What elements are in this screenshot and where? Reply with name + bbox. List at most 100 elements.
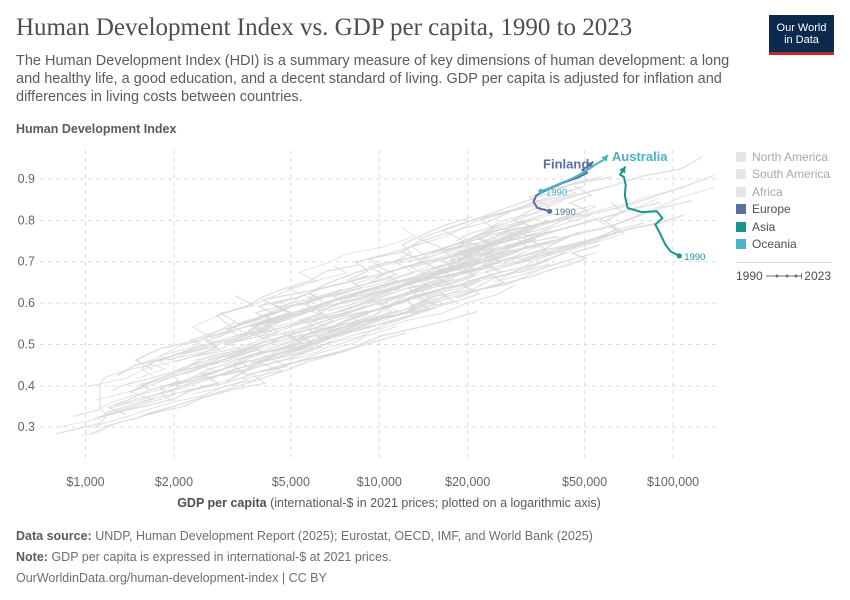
background-trajectory: [287, 226, 416, 300]
background-trajectory: [508, 216, 626, 274]
background-trajectory: [149, 295, 256, 365]
background-trajectory: [240, 307, 437, 380]
legend-item-europe[interactable]: Europe: [736, 201, 830, 219]
background-trajectory: [342, 267, 452, 313]
owid-logo[interactable]: Our World in Data: [769, 15, 834, 55]
finland-name-label[interactable]: Finland: [543, 157, 589, 172]
y-tick-label: 0.5: [18, 337, 35, 351]
footer-license: | CC BY: [281, 571, 327, 585]
y-tick-label: 0.7: [18, 255, 35, 269]
footer-note-label: Note:: [16, 550, 48, 564]
legend-label: Africa: [752, 184, 783, 199]
chart-subtitle: The Human Development Index (HDI) is a s…: [16, 53, 730, 105]
background-trajectory: [72, 363, 153, 417]
legend-swatch: [736, 169, 746, 180]
australia-name-label[interactable]: Australia: [612, 149, 668, 164]
x-tick-label: $100,000: [647, 475, 699, 489]
background-trajectory: [110, 385, 184, 415]
background-trajectory: [90, 374, 267, 435]
footer-source: Data source: UNDP, Human Development Rep…: [16, 529, 593, 543]
background-trajectory: [178, 345, 258, 372]
legend-item-north-america[interactable]: North America: [736, 148, 830, 166]
background-trajectory: [421, 221, 526, 261]
legend-swatch: [736, 151, 746, 162]
background-trajectory: [377, 234, 478, 278]
legend-swatch: [736, 221, 746, 232]
time-legend-start: 1990: [736, 269, 763, 283]
y-axis-label: Human Development Index: [16, 122, 177, 136]
background-trajectory: [332, 242, 421, 304]
legend-label: Asia: [752, 219, 776, 234]
background-trajectory: [267, 275, 399, 324]
y-tick-label: 0.3: [18, 420, 35, 434]
footer-url-link[interactable]: OurWorldinData.org/human-development-ind…: [16, 571, 279, 585]
background-trajectory: [215, 264, 359, 332]
australia-start-point[interactable]: [538, 188, 544, 194]
background-trajectory: [272, 289, 442, 353]
x-tick-label: $5,000: [272, 475, 310, 489]
background-trajectories: [56, 156, 715, 436]
footer-url-line: OurWorldinData.org/human-development-ind…: [16, 571, 327, 585]
x-tick-label: $10,000: [357, 475, 402, 489]
background-trajectory: [309, 293, 412, 324]
x-axis-label-rest: (international-$ in 2021 prices; plotted…: [270, 496, 601, 510]
background-trajectory: [393, 188, 600, 265]
time-legend-arrow-icon: [765, 273, 803, 279]
x-tick-label: $20,000: [445, 475, 490, 489]
legend-item-oceania[interactable]: Oceania: [736, 236, 830, 254]
background-trajectory: [134, 298, 292, 371]
background-trajectory: [225, 347, 264, 383]
y-tick-label: 0.6: [18, 296, 35, 310]
background-trajectory: [117, 302, 325, 377]
background-trajectory: [523, 187, 686, 235]
legend-swatch: [736, 239, 746, 250]
background-trajectory: [315, 278, 455, 319]
background-trajectory: [304, 251, 566, 337]
logo-line-1: Our World: [776, 21, 827, 34]
background-trajectory: [326, 263, 551, 338]
background-trajectory: [96, 317, 319, 401]
asia-start-point[interactable]: [676, 253, 682, 259]
y-tick-label: 0.4: [18, 379, 35, 393]
legend-swatch: [736, 186, 746, 197]
background-trajectory: [246, 299, 442, 375]
x-tick-label: $2,000: [155, 475, 193, 489]
background-trajectory: [247, 274, 368, 340]
background-trajectory: [409, 220, 549, 274]
background-trajectory: [136, 310, 304, 380]
legend: North America South America Africa Europe As…: [736, 148, 830, 253]
background-trajectory: [142, 332, 407, 417]
asia-start-year-label: 1990: [684, 252, 705, 263]
background-trajectory: [191, 265, 348, 338]
finland-start-point[interactable]: [547, 208, 553, 214]
background-trajectory: [502, 231, 617, 265]
background-trajectory: [94, 335, 307, 419]
background-trajectory: [444, 202, 625, 287]
australia-trajectory[interactable]: [540, 154, 609, 193]
background-trajectory: [115, 377, 181, 407]
legend-item-africa[interactable]: Africa: [736, 183, 830, 201]
background-trajectory: [260, 310, 477, 373]
background-trajectory: [235, 304, 367, 342]
background-trajectory: [167, 331, 252, 361]
background-trajectory: [106, 346, 315, 415]
finland-start-year-label: 1990: [555, 207, 576, 218]
asia-trajectory[interactable]: [619, 165, 680, 257]
background-trajectory: [186, 325, 373, 391]
footer-note: Note: GDP per capita is expressed in int…: [16, 550, 392, 564]
chart-title: Human Development Index vs. GDP per capi…: [16, 14, 633, 41]
legend-item-asia[interactable]: Asia: [736, 218, 830, 236]
background-trajectory: [475, 174, 715, 247]
legend-item-south-america[interactable]: South America: [736, 166, 830, 184]
background-trajectory: [210, 330, 295, 366]
background-trajectory: [192, 334, 286, 362]
legend-label: South America: [752, 167, 831, 182]
legend-label: Oceania: [752, 237, 797, 252]
highlighted-series: 1990 Finland 1990 Australia 1990: [532, 149, 705, 263]
legend-label: North America: [752, 149, 829, 164]
background-trajectory: [499, 156, 703, 239]
grid: [40, 150, 716, 462]
footer-source-text: UNDP, Human Development Report (2025); E…: [95, 529, 593, 543]
axis-ticks: 0.3 0.4 0.5 0.6 0.7 0.8 0.9 $1,000 $2,000 $5,000 $…: [18, 172, 700, 489]
asia-end-arrow: [619, 166, 626, 174]
